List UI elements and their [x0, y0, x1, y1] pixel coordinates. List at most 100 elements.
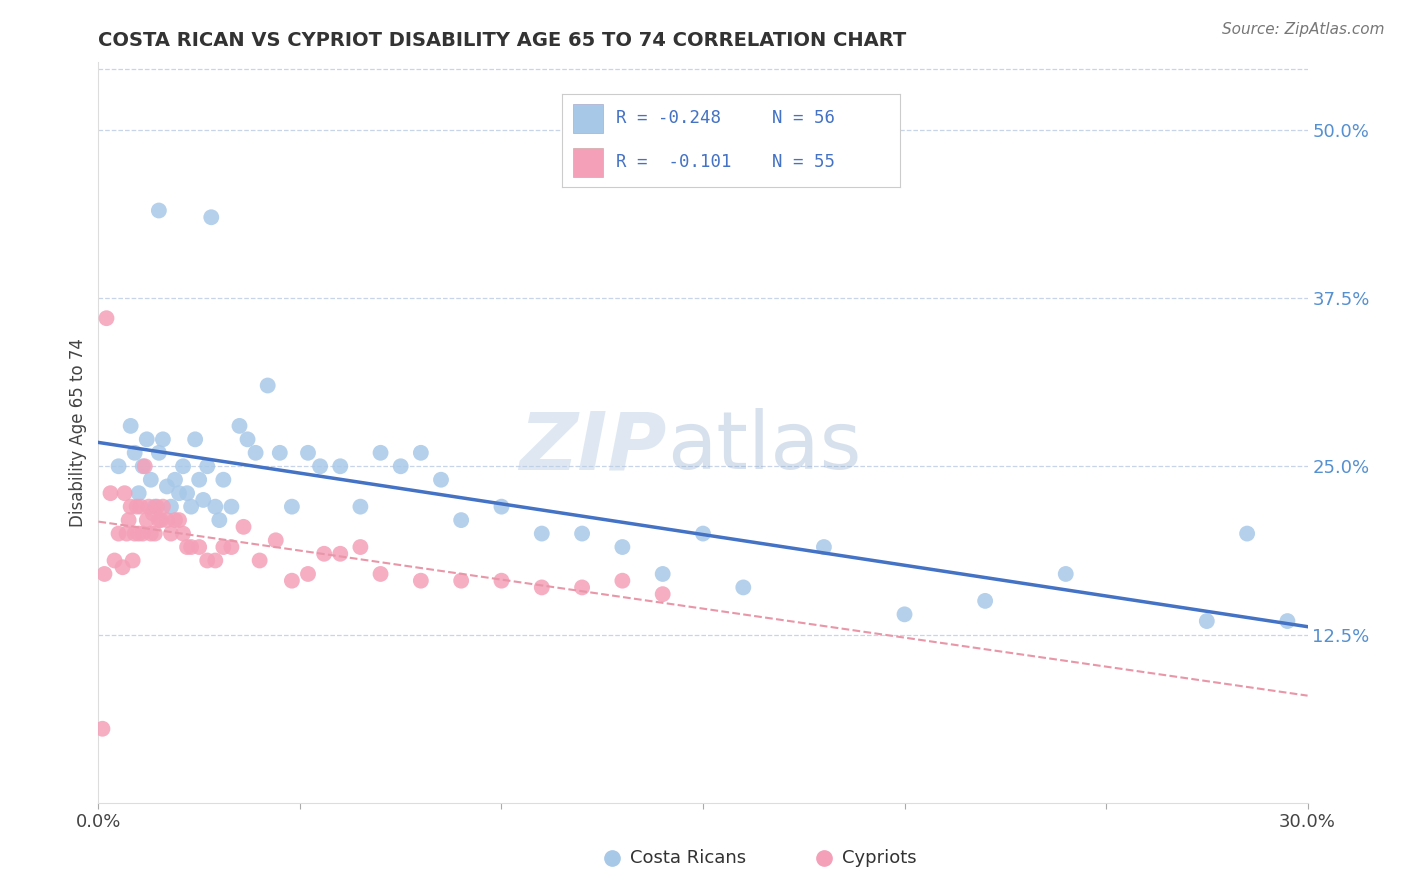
Point: [195, 459, 218, 474]
Point: [612, 540, 634, 554]
Point: [370, 566, 392, 581]
Point: [269, 446, 291, 460]
Point: [1277, 614, 1299, 628]
Point: [314, 547, 336, 561]
Point: [120, 418, 142, 433]
Text: N = 55: N = 55: [772, 153, 835, 170]
Point: [163, 473, 186, 487]
Point: [103, 553, 125, 567]
Point: [124, 526, 146, 541]
Point: [132, 459, 155, 474]
Point: [111, 560, 134, 574]
Point: [121, 553, 143, 567]
Point: [143, 500, 166, 514]
Point: [281, 500, 304, 514]
Point: [249, 553, 271, 567]
Point: [139, 473, 162, 487]
Point: [180, 540, 202, 554]
Point: [450, 574, 472, 588]
Point: [1236, 526, 1258, 541]
Point: [172, 459, 194, 474]
Point: [163, 513, 186, 527]
Point: [128, 526, 150, 541]
Text: R = -0.248: R = -0.248: [616, 109, 721, 127]
Point: [571, 526, 593, 541]
Point: [100, 486, 122, 500]
Point: [176, 486, 198, 500]
Point: [692, 526, 714, 541]
Point: [530, 526, 553, 541]
Point: [813, 540, 835, 554]
Point: [142, 507, 165, 521]
Point: [128, 486, 150, 500]
Point: [132, 526, 155, 541]
Point: [160, 526, 183, 541]
Point: [149, 513, 172, 527]
Point: [135, 433, 157, 447]
Text: Costa Ricans: Costa Ricans: [630, 849, 747, 867]
Text: Source: ZipAtlas.com: Source: ZipAtlas.com: [1222, 22, 1385, 37]
Point: [180, 500, 202, 514]
Point: [232, 520, 254, 534]
Point: [651, 587, 673, 601]
Point: [152, 500, 174, 514]
Point: [893, 607, 915, 622]
Point: [115, 526, 138, 541]
Point: [138, 500, 160, 514]
Point: [160, 500, 183, 514]
Point: [409, 446, 432, 460]
Point: [221, 540, 243, 554]
Point: [129, 500, 152, 514]
Point: [208, 513, 231, 527]
Point: [212, 473, 235, 487]
Point: [167, 513, 190, 527]
Point: [172, 526, 194, 541]
Point: [118, 513, 141, 527]
Point: [93, 566, 115, 581]
Point: [107, 526, 129, 541]
Point: [212, 540, 235, 554]
Point: [200, 211, 222, 225]
Point: [530, 581, 553, 595]
Text: atlas: atlas: [666, 409, 860, 486]
Text: Cypriots: Cypriots: [842, 849, 917, 867]
Point: [491, 574, 513, 588]
Point: [974, 594, 997, 608]
Point: [612, 574, 634, 588]
Point: [329, 459, 352, 474]
Point: [221, 500, 243, 514]
Point: [184, 433, 207, 447]
Point: [370, 446, 392, 460]
Point: [156, 513, 179, 527]
Point: [120, 500, 142, 514]
Text: COSTA RICAN VS CYPRIOT DISABILITY AGE 65 TO 74 CORRELATION CHART: COSTA RICAN VS CYPRIOT DISABILITY AGE 65…: [98, 30, 907, 50]
Text: ZIP: ZIP: [519, 409, 666, 486]
Point: [1195, 614, 1218, 628]
Point: [195, 553, 218, 567]
Point: [733, 581, 755, 595]
Point: [409, 574, 432, 588]
Point: [176, 540, 198, 554]
Point: [114, 486, 136, 500]
Point: [228, 418, 250, 433]
Point: [148, 513, 170, 527]
Point: [349, 540, 371, 554]
Point: [188, 540, 211, 554]
Point: [264, 533, 287, 548]
Point: [329, 547, 352, 561]
Point: [167, 486, 190, 500]
Point: [188, 473, 211, 487]
Point: [134, 459, 156, 474]
Point: [143, 526, 166, 541]
Point: [91, 722, 114, 736]
Point: [450, 513, 472, 527]
Text: R =  -0.101: R = -0.101: [616, 153, 733, 170]
Point: [571, 581, 593, 595]
Bar: [572, 148, 603, 177]
Point: [281, 574, 304, 588]
Y-axis label: Disability Age 65 to 74: Disability Age 65 to 74: [69, 338, 87, 527]
Point: [156, 479, 179, 493]
Point: [125, 500, 148, 514]
Point: [651, 566, 673, 581]
Point: [297, 566, 319, 581]
